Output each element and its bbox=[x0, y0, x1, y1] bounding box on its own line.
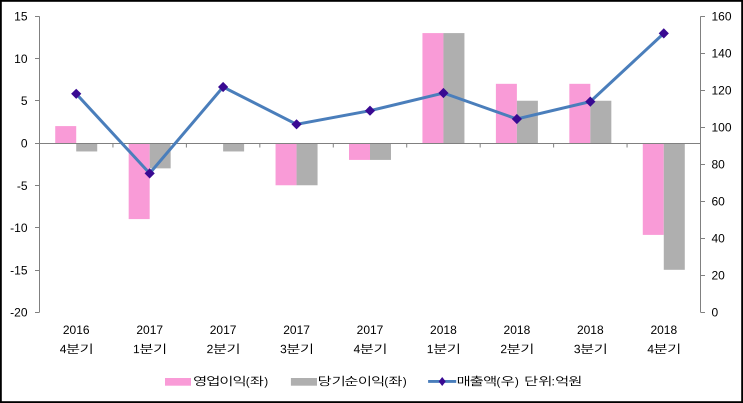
svg-text:100: 100 bbox=[712, 121, 732, 135]
svg-text:-10: -10 bbox=[10, 221, 28, 235]
svg-text:2018: 2018 bbox=[577, 323, 604, 337]
svg-text:80: 80 bbox=[712, 158, 726, 172]
svg-text:2018: 2018 bbox=[504, 323, 531, 337]
svg-text:2017: 2017 bbox=[136, 323, 163, 337]
svg-text:-20: -20 bbox=[10, 306, 28, 320]
svg-text:2016: 2016 bbox=[63, 323, 90, 337]
svg-text:2017: 2017 bbox=[283, 323, 310, 337]
svg-text:-15: -15 bbox=[10, 263, 28, 277]
svg-text:5: 5 bbox=[21, 94, 28, 108]
svg-text:40: 40 bbox=[712, 232, 726, 246]
svg-text:2017: 2017 bbox=[210, 323, 237, 337]
svg-text:120: 120 bbox=[712, 84, 732, 98]
svg-text:60: 60 bbox=[712, 195, 726, 209]
svg-text:20: 20 bbox=[712, 269, 726, 283]
svg-text:10: 10 bbox=[14, 52, 28, 66]
svg-text:160: 160 bbox=[712, 10, 732, 24]
svg-text:2018: 2018 bbox=[430, 323, 457, 337]
svg-text:2018: 2018 bbox=[650, 323, 677, 337]
svg-text:140: 140 bbox=[712, 47, 732, 61]
svg-text:0: 0 bbox=[712, 306, 719, 320]
svg-text:0: 0 bbox=[21, 137, 28, 151]
svg-text:15: 15 bbox=[14, 10, 28, 24]
svg-text:2017: 2017 bbox=[357, 323, 384, 337]
svg-text:-5: -5 bbox=[17, 179, 28, 193]
